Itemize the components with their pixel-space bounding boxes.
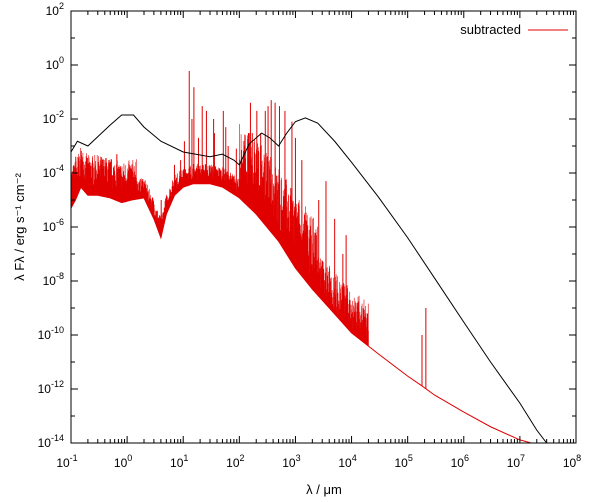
y-tick-label: 10-4 bbox=[43, 163, 64, 180]
y-tick-label: 10-10 bbox=[38, 325, 64, 342]
y-tick-label: 102 bbox=[46, 1, 64, 18]
plot-frame bbox=[70, 10, 577, 444]
x-tick-label: 106 bbox=[451, 453, 469, 470]
x-tick-label: 103 bbox=[282, 453, 300, 470]
y-tick-label: 10-6 bbox=[43, 217, 64, 234]
y-tick-label: 10-8 bbox=[43, 271, 64, 288]
y-axis-label: λ Fλ / erg s⁻¹ cm⁻² bbox=[12, 173, 27, 281]
x-tick-label: 105 bbox=[394, 453, 412, 470]
x-tick-label: 100 bbox=[114, 453, 132, 470]
y-tick-label: 10-12 bbox=[38, 379, 64, 396]
emission-lines bbox=[75, 70, 427, 389]
x-tick-label: 107 bbox=[507, 453, 525, 470]
x-tick-label: 104 bbox=[338, 453, 356, 470]
legend-label-subtracted: subtracted bbox=[460, 22, 521, 37]
legend: subtracted bbox=[460, 22, 568, 37]
plot-area bbox=[71, 70, 548, 443]
series-line-subtracted bbox=[71, 183, 534, 443]
y-tick-label: 10-2 bbox=[43, 109, 64, 126]
x-tick-label: 102 bbox=[226, 453, 244, 470]
y-tick-label: 10-14 bbox=[38, 433, 64, 450]
y-tick-label: 100 bbox=[46, 55, 64, 72]
subtracted-noise-path bbox=[71, 124, 369, 347]
x-tick-label: 101 bbox=[170, 453, 188, 470]
x-tick-label: 10-1 bbox=[56, 453, 77, 470]
subtracted-noise-band bbox=[71, 124, 369, 347]
y-axis: 102 100 10-2 10-4 10-6 10-8 10-10 10-12 10-14 bbox=[38, 1, 576, 450]
series-line-total bbox=[71, 114, 548, 443]
x-tick-label: 108 bbox=[563, 453, 581, 470]
x-axis-label: λ / μm bbox=[306, 482, 342, 497]
